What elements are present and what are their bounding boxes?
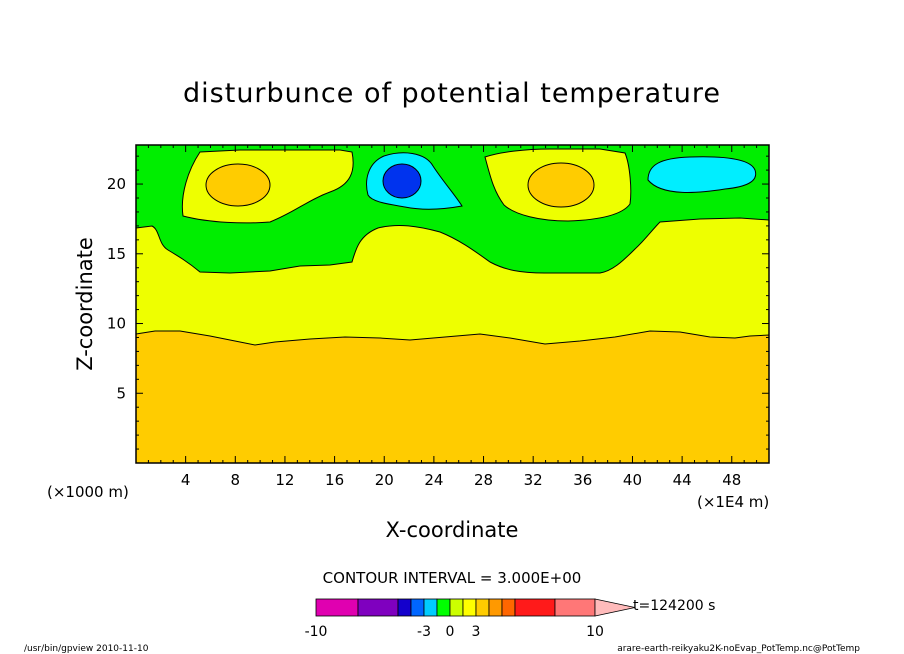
x-tick-label: 24	[424, 471, 443, 489]
x-unit-left: (×1000 m)	[47, 483, 129, 501]
x-axis-label: X-coordinate	[386, 518, 519, 542]
x-tick-label: 12	[275, 471, 294, 489]
x-tick-label: 4	[181, 471, 191, 489]
colorbar-segment	[397, 598, 412, 617]
colorbar-tick-label: 0	[446, 624, 455, 640]
colorbar-tick-label: -3	[417, 624, 431, 640]
colorbar-segment	[423, 598, 438, 617]
colorbar-segment	[462, 598, 477, 617]
x-tick-label: 32	[524, 471, 543, 489]
contour-band-orange	[135, 330, 770, 464]
x-tick-label: 16	[325, 471, 344, 489]
colorbar-segment	[357, 598, 399, 617]
colorbar-labels: -10 -3 0 3 10	[305, 624, 604, 640]
colorbar-segment	[501, 598, 516, 617]
plot-frame	[135, 144, 770, 464]
colorbar-segment	[315, 598, 359, 617]
warm-core-1	[205, 163, 271, 207]
contour-interval-label: CONTOUR INTERVAL = 3.000E+00	[323, 569, 582, 587]
plot-area	[135, 144, 770, 464]
colorbar-segment	[554, 598, 596, 617]
colorbar-segment	[436, 598, 451, 617]
colorbar-segment	[410, 598, 425, 617]
x-tick-label: 20	[375, 471, 394, 489]
warm-core-2	[527, 162, 595, 208]
x-tick-label: 44	[673, 471, 692, 489]
colorbar-tick-label: 3	[472, 624, 481, 640]
y-tick-label: 10	[107, 315, 126, 333]
cold-core	[382, 163, 422, 199]
x-tick-label: 28	[474, 471, 493, 489]
colorbar-segment	[475, 598, 490, 617]
y-axis-label: Z-coordinate	[73, 237, 97, 371]
x-tick-label: 48	[722, 471, 741, 489]
colorbar-tick-label: -10	[305, 624, 328, 640]
colorbar-segment	[449, 598, 464, 617]
y-tick-label: 20	[107, 175, 126, 193]
y-tick-label: 5	[116, 384, 126, 402]
y-tick-label: 15	[107, 245, 126, 263]
time-label: t=124200 s	[633, 598, 715, 614]
footer-right: arare-earth-reikyaku2K-noEvap_PotTemp.nc…	[617, 644, 860, 654]
x-tick-label: 36	[573, 471, 592, 489]
colorbar-segment	[488, 598, 503, 617]
chart-title: disturbunce of potential temperature	[183, 78, 721, 109]
colorbar-segment	[514, 598, 556, 617]
cold-halo-2	[647, 156, 757, 193]
x-tick-label: 40	[623, 471, 642, 489]
x-tick-label: 8	[231, 471, 241, 489]
x-unit-right: (×1E4 m)	[697, 493, 769, 511]
colorbar-arrow	[594, 598, 636, 617]
colorbar	[315, 598, 636, 617]
colorbar-tick-label: 10	[586, 624, 604, 640]
y-axis: 5 10 15 20	[107, 155, 769, 450]
x-axis: 4 8 12 16 20 24 28 32 36 40 44 48	[147, 145, 758, 489]
footer-left: /usr/bin/gpview 2010-11-10	[24, 644, 149, 654]
